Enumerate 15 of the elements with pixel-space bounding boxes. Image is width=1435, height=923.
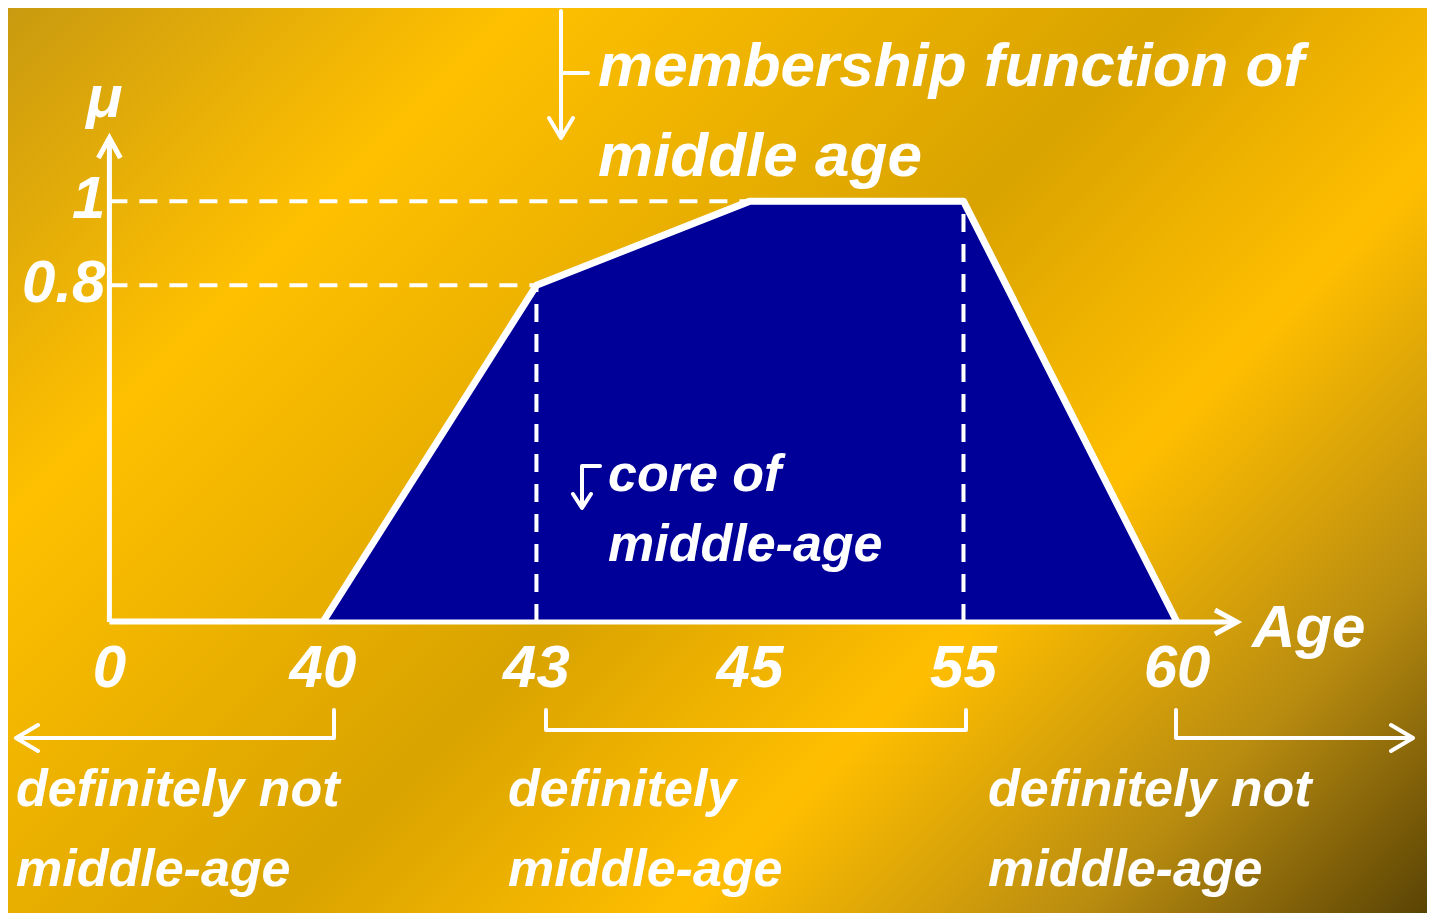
x-tick-label: 45 xyxy=(715,632,785,700)
y-tick-label: 0.8 xyxy=(21,247,107,315)
text: definitely not middle-age xyxy=(16,758,343,899)
x-tick-label: 40 xyxy=(288,632,357,700)
y-axis-title: μ xyxy=(84,62,123,130)
x-tick-label: 0 xyxy=(92,632,127,700)
text: definitely not middle-age xyxy=(988,758,1315,899)
x-tick-label: 60 xyxy=(1143,632,1211,700)
annotation: membership function of middle age xyxy=(598,29,1310,191)
x-axis-title: Age xyxy=(1250,592,1366,660)
annotation: core of middle-age xyxy=(608,443,884,574)
x-tick-label: 55 xyxy=(930,632,999,700)
x-tick-label: 43 xyxy=(502,632,570,700)
y-tick-label: 1 xyxy=(72,163,106,231)
text: definitely middle-age xyxy=(508,758,784,899)
